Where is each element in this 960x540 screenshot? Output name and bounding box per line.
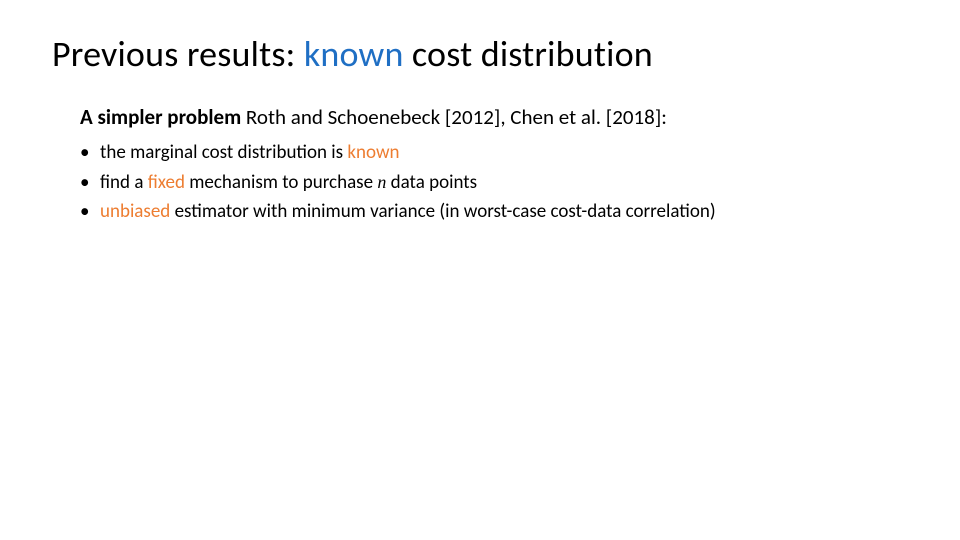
title-post: cost distribution: [404, 32, 653, 76]
math-var: n: [377, 172, 386, 192]
list-item: find a fixed mechanism to purchase n dat…: [80, 170, 908, 196]
list-item: unbiased estimator with minimum variance…: [80, 199, 908, 225]
title-highlight: known: [304, 32, 404, 76]
intro-rest: Roth and Schoenebeck [2012], Chen et al.…: [241, 104, 667, 130]
intro-bold: A simpler problem: [80, 104, 241, 130]
slide-title: Previous results: known cost distributio…: [52, 32, 908, 76]
list-item: the marginal cost distribution is known: [80, 140, 908, 166]
title-pre: Previous results:: [52, 32, 304, 76]
bullet-text: the marginal cost distribution is: [100, 141, 347, 164]
bullet-list: the marginal cost distribution is known …: [80, 140, 908, 225]
bullet-text: find a: [100, 171, 148, 194]
bullet-emphasis: fixed: [148, 171, 185, 194]
bullet-text: data points: [386, 171, 477, 194]
bullet-text: mechanism to purchase: [185, 171, 377, 194]
bullet-text: estimator with minimum variance (in wors…: [170, 200, 715, 223]
intro-line: A simpler problem Roth and Schoenebeck […: [80, 104, 908, 130]
bullet-emphasis: unbiased: [100, 200, 170, 223]
bullet-emphasis: known: [347, 141, 399, 164]
